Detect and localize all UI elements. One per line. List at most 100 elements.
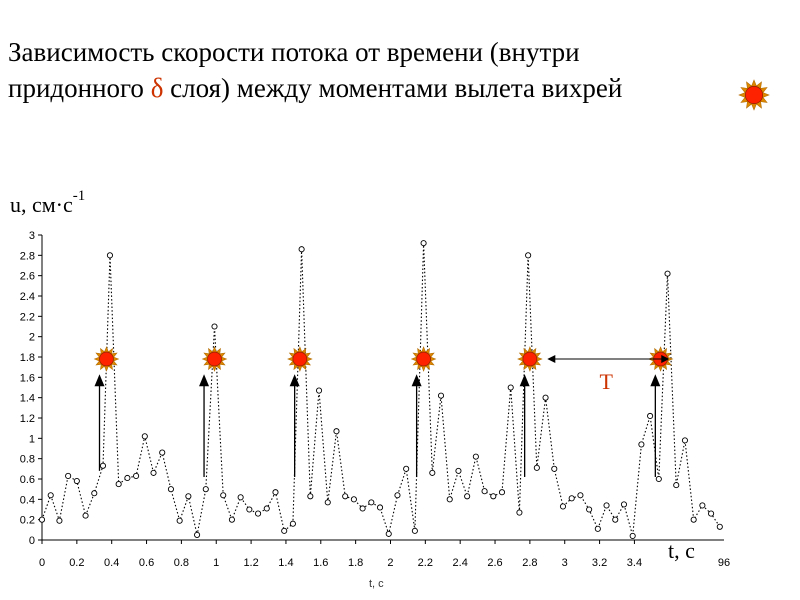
data-point bbox=[716, 523, 723, 530]
onset-arrow bbox=[289, 374, 300, 477]
x-tick-label: 1.4 bbox=[278, 557, 293, 569]
data-point bbox=[211, 323, 218, 330]
data-point bbox=[150, 469, 157, 476]
data-point bbox=[472, 453, 479, 460]
title-line-2-start: придонного bbox=[8, 73, 151, 103]
burst-core bbox=[207, 351, 222, 367]
onset-arrow-head bbox=[519, 374, 530, 387]
vortex-burst bbox=[93, 346, 120, 372]
x-tick-label: 1.8 bbox=[348, 557, 363, 569]
data-point bbox=[403, 465, 410, 472]
data-point bbox=[577, 492, 584, 499]
y-tick-label: 2.2 bbox=[20, 311, 35, 323]
period-arrow-left-head bbox=[547, 355, 556, 364]
data-point bbox=[673, 482, 680, 489]
data-point bbox=[411, 527, 418, 534]
data-point bbox=[559, 503, 567, 510]
x-tick-label: 2.2 bbox=[418, 557, 433, 569]
data-point bbox=[647, 412, 654, 420]
x-tick-label: 2.6 bbox=[487, 557, 502, 569]
x-tick-label: 2.4 bbox=[453, 557, 468, 569]
y-axis-title: u, см·с-1 bbox=[10, 188, 85, 217]
data-point bbox=[690, 516, 697, 523]
vortex-burst-icon bbox=[738, 79, 770, 111]
data-point bbox=[525, 252, 532, 259]
data-point bbox=[298, 246, 305, 253]
data-point bbox=[91, 490, 98, 497]
y-tick-label: 2.6 bbox=[20, 271, 35, 283]
x-axis-title-small: t, c bbox=[369, 578, 384, 590]
data-point bbox=[281, 527, 288, 534]
data-point bbox=[159, 449, 166, 456]
x-tick-label: 2 bbox=[387, 557, 393, 569]
period-arrow-right-head bbox=[661, 355, 670, 364]
chart-axes bbox=[41, 235, 724, 541]
data-point bbox=[220, 492, 227, 499]
data-point bbox=[167, 486, 174, 493]
data-point bbox=[272, 489, 279, 496]
data-point bbox=[533, 464, 540, 471]
onset-arrow-head bbox=[289, 374, 300, 387]
burst-core bbox=[292, 351, 308, 367]
y-tick-label: 1.2 bbox=[20, 413, 35, 425]
y-tick-label: 1.6 bbox=[20, 372, 35, 384]
x-tick-label: 1 bbox=[213, 557, 219, 569]
y-tick-label: 1.4 bbox=[20, 393, 35, 405]
x-tick-label: 0 bbox=[39, 557, 45, 569]
x-tick-label: 1.6 bbox=[313, 557, 328, 569]
data-point bbox=[141, 433, 148, 440]
data-point bbox=[237, 494, 244, 501]
x-tick-label: 3.4 bbox=[627, 557, 642, 569]
data-point bbox=[124, 474, 131, 482]
x-tick-label: 1.2 bbox=[243, 557, 258, 569]
burst-core bbox=[522, 351, 538, 367]
data-point bbox=[368, 499, 375, 506]
title-line-2-end: слоя) между моментами вылета вихрей bbox=[163, 73, 623, 103]
data-point bbox=[263, 505, 270, 512]
vortex-burst bbox=[517, 346, 543, 372]
burst-core bbox=[416, 351, 431, 367]
data-point bbox=[420, 240, 427, 247]
data-point bbox=[498, 489, 506, 496]
data-point bbox=[620, 501, 628, 508]
x-tick-label: 0.2 bbox=[69, 557, 84, 569]
data-point bbox=[324, 499, 331, 506]
y-tick-label: 2.8 bbox=[20, 250, 35, 262]
data-point bbox=[315, 387, 323, 394]
data-point bbox=[542, 394, 549, 401]
y-tick-label: 0.4 bbox=[20, 494, 35, 506]
vortex-burst bbox=[287, 346, 313, 372]
data-point bbox=[586, 506, 593, 513]
onset-arrow-head bbox=[411, 374, 422, 387]
x-tick-label: 0.4 bbox=[104, 557, 119, 569]
data-point bbox=[99, 462, 107, 469]
data-point bbox=[481, 488, 488, 495]
data-point bbox=[176, 517, 183, 524]
data-point bbox=[73, 477, 80, 485]
y-tick-label: 0.6 bbox=[20, 474, 35, 486]
delta-symbol: δ bbox=[150, 73, 164, 103]
x-axis-title-big: t, c bbox=[668, 538, 695, 563]
data-point bbox=[350, 496, 357, 503]
data-point bbox=[359, 505, 366, 512]
data-point bbox=[551, 465, 558, 472]
onset-arrows bbox=[94, 374, 661, 477]
x-tick-label: 0.6 bbox=[139, 557, 154, 569]
onset-arrow bbox=[199, 374, 210, 477]
data-point bbox=[385, 530, 392, 537]
y-tick-label: 1.8 bbox=[20, 352, 35, 364]
y-axis-title-exponent: -1 bbox=[73, 188, 86, 204]
x-tick-label: 0.8 bbox=[174, 557, 189, 569]
data-point bbox=[255, 510, 262, 517]
data-point bbox=[568, 495, 575, 502]
title-line-2: придонного δ слоя) между моментами вылет… bbox=[8, 70, 768, 106]
data-point bbox=[664, 270, 671, 277]
data-point bbox=[194, 531, 201, 538]
data-point bbox=[246, 506, 253, 513]
data-point bbox=[594, 525, 601, 532]
data-point bbox=[376, 504, 384, 511]
onset-arrow-head bbox=[94, 374, 105, 387]
onset-arrow bbox=[650, 374, 661, 477]
x-tick-label: 2.8 bbox=[522, 557, 537, 569]
data-point bbox=[507, 384, 514, 391]
